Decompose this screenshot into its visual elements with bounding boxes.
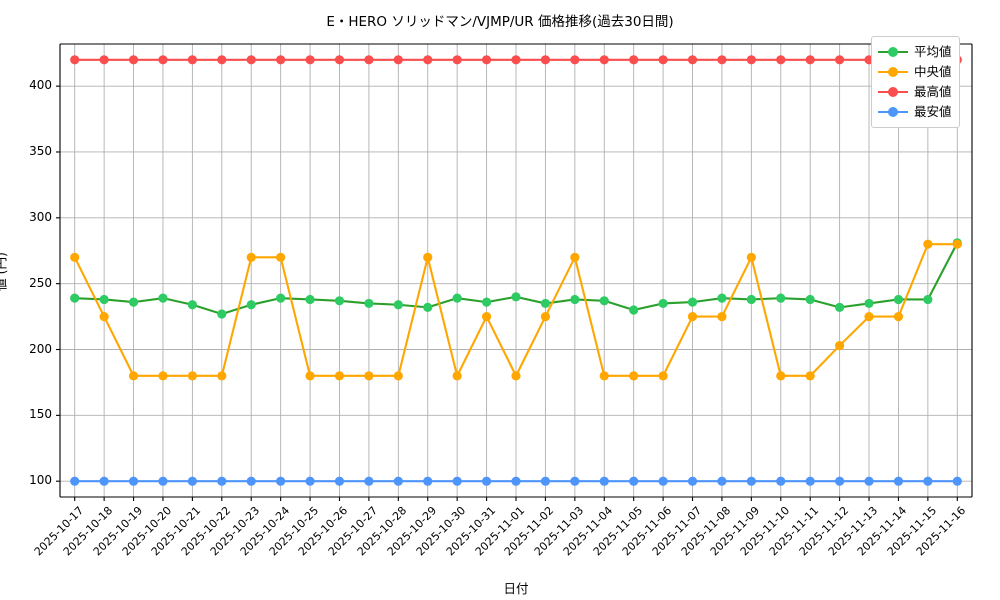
series-0 xyxy=(70,238,962,319)
y-tick-label: 350 xyxy=(29,143,52,158)
legend-item-label: 最高値 xyxy=(914,84,952,99)
axis-ticks xyxy=(56,85,958,501)
legend-marker-icon xyxy=(878,85,908,99)
y-tick-label: 300 xyxy=(29,209,52,224)
legend-marker-icon xyxy=(878,45,908,59)
legend-item-label: 最安値 xyxy=(914,104,952,119)
legend-item-3[interactable]: 最安値 xyxy=(878,102,952,122)
legend-item-0[interactable]: 平均値 xyxy=(878,42,952,62)
series-1 xyxy=(70,239,962,381)
y-tick-label: 200 xyxy=(29,341,52,356)
legend-item-label: 平均値 xyxy=(914,44,952,59)
legend-marker-icon xyxy=(878,105,908,119)
chart-legend: 平均値中央値最高値最安値 xyxy=(871,36,960,128)
x-axis-label: 日付 xyxy=(503,581,529,596)
series-3 xyxy=(70,476,962,486)
series-2 xyxy=(70,55,962,65)
legend-marker-icon xyxy=(878,65,908,79)
y-tick-label: 150 xyxy=(29,407,52,422)
gridlines xyxy=(60,44,972,497)
y-tick-label: 250 xyxy=(29,275,52,290)
y-tick-label: 400 xyxy=(29,78,52,93)
y-axis-label: 値 (円) xyxy=(0,251,9,291)
legend-item-1[interactable]: 中央値 xyxy=(878,62,952,82)
y-tick-label: 100 xyxy=(29,473,52,488)
legend-item-2[interactable]: 最高値 xyxy=(878,82,952,102)
legend-item-label: 中央値 xyxy=(914,64,952,79)
chart-title: E・HERO ソリッドマン/VJMP/UR 価格推移(過去30日間) xyxy=(326,14,674,30)
